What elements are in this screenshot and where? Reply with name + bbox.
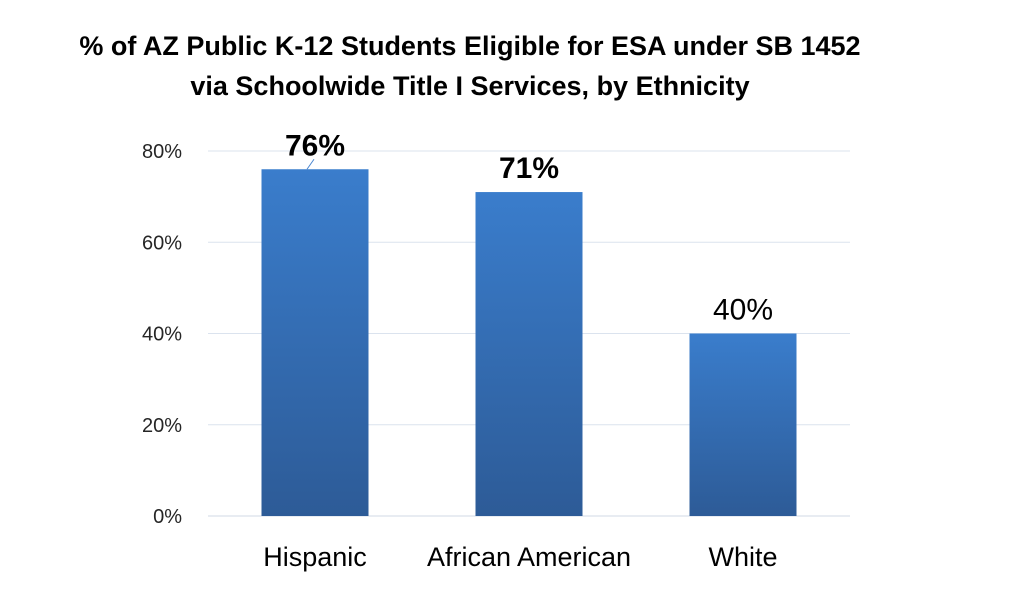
y-tick-label: 20% — [142, 415, 182, 437]
data-labels: 76% 71% 40% — [285, 129, 773, 326]
data-label: 40% — [713, 294, 773, 327]
category-label: White — [708, 542, 777, 572]
data-label: 71% — [499, 152, 559, 185]
x-axis-category-labels: Hispanic African American White — [263, 542, 777, 572]
chart-title-line-1: % of AZ Public K-12 Students Eligible fo… — [79, 31, 860, 61]
y-tick-label: 40% — [142, 324, 182, 346]
y-axis-tick-labels: 0% 20% 40% 60% 80% — [142, 141, 182, 528]
bar-hispanic — [261, 169, 369, 516]
data-label: 76% — [285, 129, 345, 162]
chart-title-line-2: via Schoolwide Title I Services, by Ethn… — [190, 71, 749, 101]
category-label: Hispanic — [263, 542, 367, 572]
chart-title: % of AZ Public K-12 Students Eligible fo… — [79, 31, 860, 101]
data-label-leaders — [306, 158, 315, 170]
category-label: African American — [427, 542, 631, 572]
y-tick-label: 0% — [153, 506, 182, 528]
bars — [261, 169, 797, 516]
y-tick-label: 80% — [142, 141, 182, 163]
data-label-leader-line — [306, 158, 315, 170]
bar-white — [689, 333, 797, 516]
bar-african-american — [475, 192, 583, 516]
y-tick-label: 60% — [142, 232, 182, 254]
